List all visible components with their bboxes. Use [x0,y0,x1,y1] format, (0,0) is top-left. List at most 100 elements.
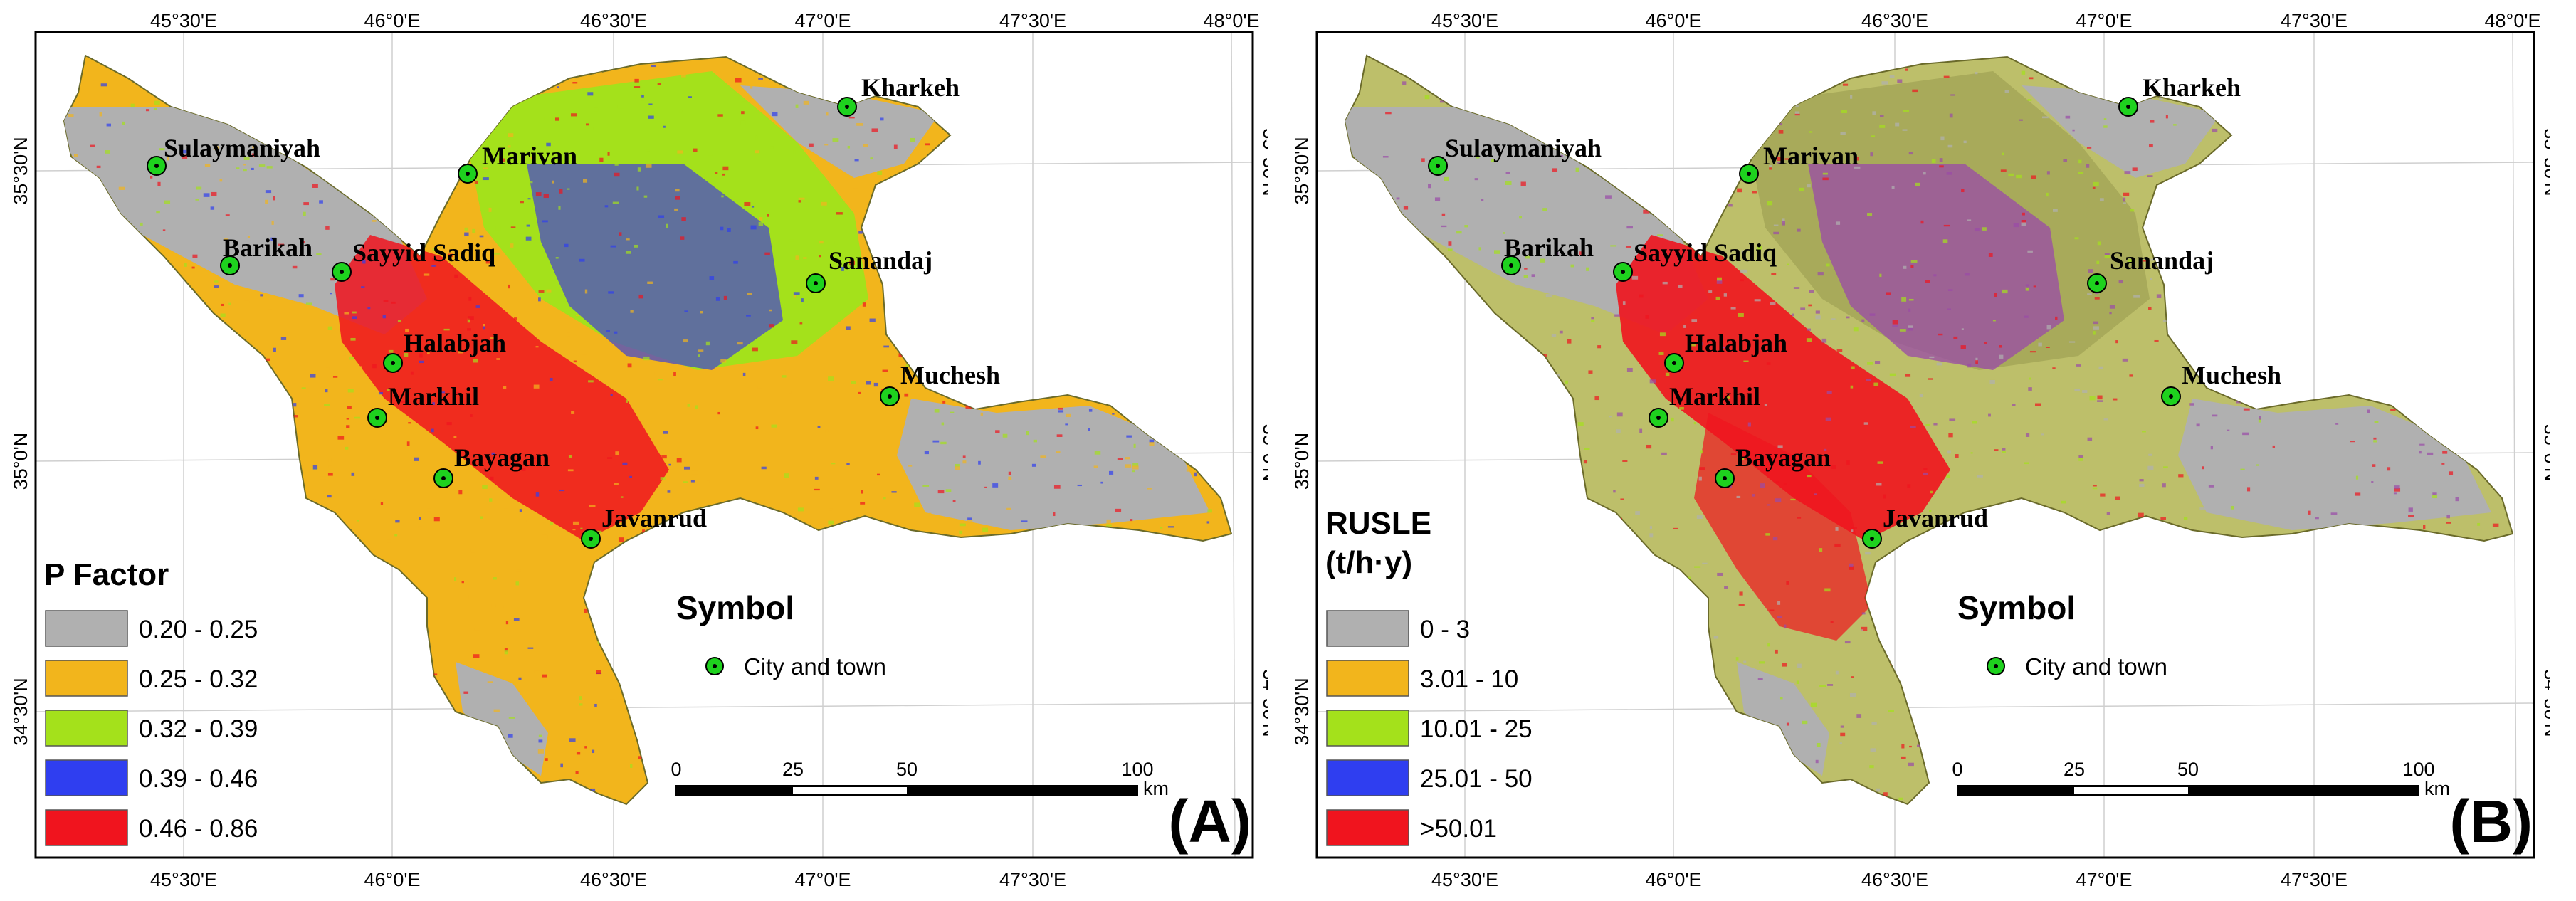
scale-tick-label: 0 [671,759,681,780]
city-marker: Marivan [1739,142,1859,184]
low-zone-east [2178,399,2491,530]
map-panel-a: 45°30'E 46°0'E 46°30'E 47°0'E 47°30'E 48°0'E 4… [0,0,1268,901]
legend-swatch [1326,759,1409,796]
city-marker: Halabjah [383,329,506,373]
scale-tick-label: 0 [1952,759,1962,780]
coord-top-label: 48°0'E [1203,10,1259,31]
city-label: Sulaymaniyah [164,134,320,162]
city-marker: Bayagan [1715,443,1831,488]
city-label: Halabjah [1685,329,1787,357]
legend: P Factor 0.20 - 0.25 0.25 - 0.32 0.32 - 0.3… [44,557,258,846]
coord-left-label: 35°0'N [10,433,31,490]
low-zone-south [456,662,548,776]
legend-swatch [45,660,128,697]
coord-bottom-label: 47°30'E [999,869,1066,890]
legend-title: RUSLE [1325,506,1431,541]
coord-top-label: 47°0'E [794,10,851,31]
coord-top-label: 46°30'E [1861,10,1928,31]
coord-bottom-label: 46°30'E [1861,869,1928,890]
city-marker: Markhil [1649,382,1760,428]
legend-title: P Factor [44,557,169,592]
legend-label: 0.20 - 0.25 [139,616,258,643]
high-zone-center [527,164,783,370]
legend-label: 0.39 - 0.46 [139,765,258,793]
legend-swatch [1326,809,1409,846]
coord-bottom-label: 46°0'E [1645,869,1701,890]
city-marker: Sanandaj [2087,246,2214,293]
city-marker: Sanandaj [806,246,932,293]
city-label: Bayagan [1735,443,1831,472]
legend-label: 3.01 - 10 [1420,665,1518,693]
city-label: Sayyid Sadiq [352,238,495,267]
symbol-title: Symbol [1957,589,2076,626]
class-zones [64,57,1230,804]
coord-top-label: 46°30'E [580,10,647,31]
scale-tick-label: 50 [896,759,918,780]
city-marker: Sulaymaniyah [147,134,320,176]
city-label: Marivan [1763,142,1859,170]
city-label: Bayagan [454,443,550,472]
scale-unit: km [2424,778,2450,799]
legend-swatch [45,710,128,747]
low-zone-south [1737,662,1829,776]
city-marker: Barikah [220,233,312,275]
city-label: Sanandaj [2110,246,2214,275]
scale-tick-label: 100 [1121,759,1153,780]
city-label: Marivan [482,142,577,170]
legend-swatch [1326,610,1409,647]
legend-label: 10.01 - 25 [1420,715,1533,743]
symbol-item-label: City and town [744,653,886,680]
city-label: Sanandaj [829,246,932,275]
coord-right-label: 34°30'N [1259,669,1268,737]
scale-tick-label: 50 [2177,759,2199,780]
class-zones [1345,58,2511,804]
symbol-item-label: City and town [2025,653,2167,680]
city-marker: Kharkeh [837,73,960,117]
legend-label: 0.25 - 0.32 [139,665,258,693]
city-label: Markhil [388,382,479,411]
legend-swatch [1326,710,1409,747]
city-marker: Kharkeh [2118,73,2241,117]
scale-tick-label: 25 [2064,759,2085,780]
coord-bottom-label: 47°0'E [2076,869,2132,890]
low-zone-west [1345,107,1708,334]
city-label: Barikah [1504,233,1594,262]
coord-bottom-label: 47°30'E [2281,869,2348,890]
coord-top-label: 46°0'E [364,10,420,31]
legend-swatch [45,610,128,647]
city-label: Kharkeh [2143,73,2241,102]
coord-left-label: 35°30'N [1291,137,1313,205]
legend-swatch [45,809,128,846]
coord-bottom-label: 45°30'E [1431,869,1498,890]
city-marker: Javanrud [581,504,707,549]
city-marker: Sayyid Sadiq [332,238,495,282]
low-zone-north [2022,85,2221,178]
city-marker: Barikah [1501,233,1594,275]
coord-left-label: 34°30'N [1291,678,1313,746]
city-marker: Bayagan [433,443,550,488]
panel-label: (A) [1168,788,1251,855]
legend-label: 0.46 - 0.86 [139,815,258,843]
legend-swatch [45,759,128,796]
coord-top-label: 45°30'E [150,10,217,31]
city-marker: Muchesh [880,361,1000,406]
coord-right-label: 35°0'N [1259,424,1268,482]
legend: RUSLE (t/h·y) 0 - 3 3.01 - 10 10.01 - 25 25.0… [1325,506,1533,846]
coord-right-label: 35°30'N [1259,128,1268,196]
low-zone-west [64,107,427,334]
coord-bottom-label: 46°0'E [364,869,420,890]
city-marker: Javanrud [1862,504,1988,549]
legend-swatch [1326,660,1409,697]
city-marker: Halabjah [1664,329,1787,373]
map-frame [1315,31,2535,859]
city-label: Sulaymaniyah [1445,134,1602,162]
city-label: Javanrud [1883,504,1988,532]
coord-right-label: 34°30'N [2540,669,2550,737]
coord-right-label: 35°30'N [2540,128,2550,196]
symbol-title: Symbol [676,589,794,626]
coord-top-label: 47°0'E [2076,10,2132,31]
high-zone-red [1616,235,1950,541]
low-zone-east [897,399,1210,530]
legend-label: 25.01 - 50 [1420,765,1533,793]
